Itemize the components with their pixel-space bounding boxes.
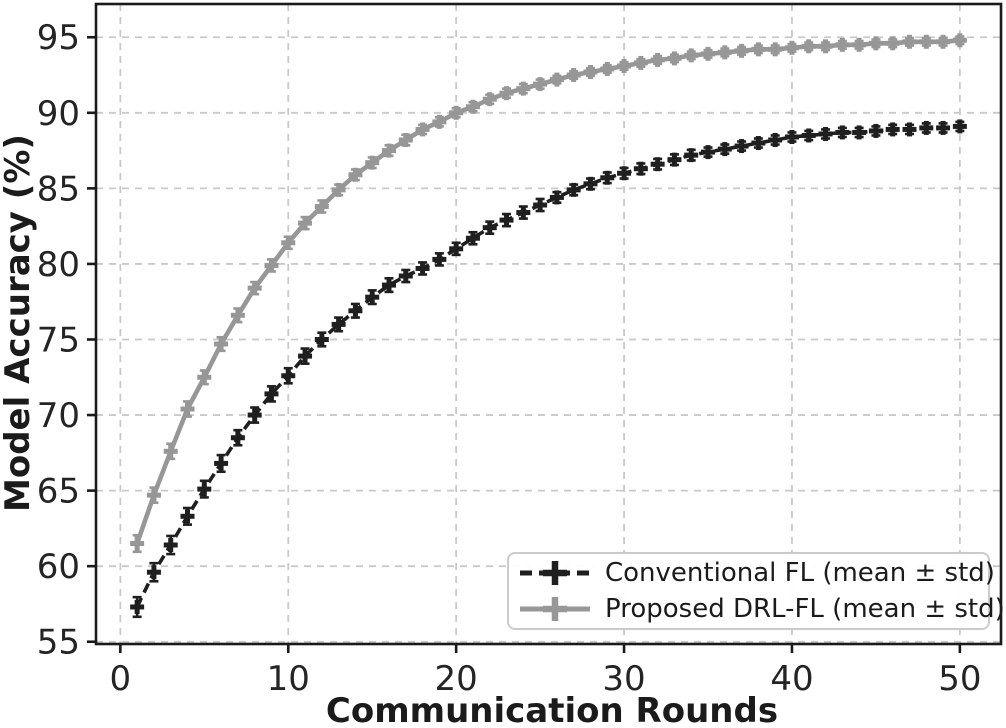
x-tick-label: 30 — [602, 659, 645, 699]
legend: Conventional FL (mean ± std) Proposed DR… — [507, 552, 1005, 630]
y-axis-label: Model Accuracy (%) — [0, 134, 38, 512]
x-tick-label: 10 — [267, 659, 310, 699]
legend-label: Proposed DRL-FL (mean ± std) — [605, 593, 1005, 624]
y-tick-label: 60 — [37, 547, 80, 587]
legend-dashed-line-plus-marker-icon — [520, 561, 590, 586]
y-tick-label: 75 — [37, 320, 80, 360]
y-tick-label: 90 — [37, 94, 80, 134]
x-axis-label: Communication Rounds — [325, 691, 779, 728]
x-tick-label: 40 — [770, 659, 813, 699]
y-tick-label: 65 — [37, 472, 80, 512]
x-tick-label: 20 — [435, 659, 478, 699]
legend-item-proposed-drl-fl: Proposed DRL-FL (mean ± std) — [518, 593, 1005, 625]
y-tick-label: 70 — [37, 396, 80, 436]
y-tick-label: 95 — [37, 18, 80, 58]
y-tick-label: 80 — [37, 245, 80, 285]
y-tick-label: 85 — [37, 169, 80, 209]
legend-solid-line-plus-marker-icon — [520, 596, 590, 621]
x-tick-label: 50 — [938, 659, 981, 699]
legend-item-conventional-fl: Conventional FL (mean ± std) — [518, 557, 995, 589]
legend-label: Conventional FL (mean ± std) — [605, 558, 995, 589]
y-tick-label: 55 — [37, 623, 80, 663]
x-tick-label: 0 — [110, 659, 132, 699]
